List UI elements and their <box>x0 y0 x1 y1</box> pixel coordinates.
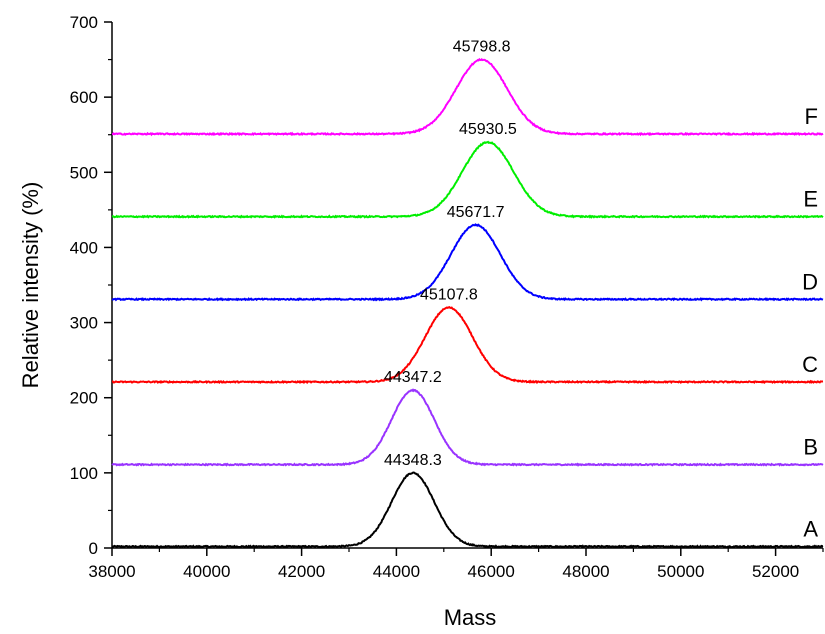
series-line-B <box>111 388 824 467</box>
peak-label-E: 45930.5 <box>459 121 517 138</box>
x-tick-label: 42000 <box>278 562 325 581</box>
x-tick-label: 44000 <box>373 562 420 581</box>
y-tick-label: 600 <box>70 88 98 107</box>
trace-label-C: C <box>802 352 818 377</box>
x-tick-label: 50000 <box>657 562 704 581</box>
y-tick-label: 300 <box>70 314 98 333</box>
series-line-D <box>111 223 824 302</box>
y-tick-label: 0 <box>89 539 98 558</box>
peak-label-C: 45107.8 <box>420 287 478 304</box>
x-tick-label: 48000 <box>562 562 609 581</box>
y-tick-label: 100 <box>70 464 98 483</box>
x-axis-title: Mass <box>444 605 497 630</box>
annotations: 44348.3 A 44347.2 B 45107.8 C 45671.7 D 45930.5 E… <box>384 39 818 542</box>
x-tick-label: 38000 <box>88 562 135 581</box>
trace-label-A: A <box>803 516 818 541</box>
y-tick-label: 200 <box>70 389 98 408</box>
traces <box>111 57 824 549</box>
peak-label-A: 44348.3 <box>384 452 442 469</box>
y-tick-label: 500 <box>70 163 98 182</box>
series-line-A <box>111 471 824 549</box>
y-axis-title: Relative intensity (%) <box>18 182 43 389</box>
peak-label-D: 45671.7 <box>447 204 505 221</box>
axes: 0 100 200 300 400 500 600 700 38000 40000 42000 440… <box>70 13 824 581</box>
trace-label-B: B <box>803 435 818 460</box>
series-line-C <box>111 305 824 385</box>
trace-label-F: F <box>805 104 818 129</box>
trace-label-D: D <box>802 269 818 294</box>
y-tick-label: 700 <box>70 13 98 32</box>
series-line-E <box>111 140 824 219</box>
x-tick-label: 46000 <box>468 562 515 581</box>
trace-label-E: E <box>803 187 818 212</box>
peak-label-B: 44347.2 <box>384 369 442 386</box>
series-line-F <box>111 57 824 137</box>
y-tick-label: 400 <box>70 238 98 257</box>
peak-label-F: 45798.8 <box>453 39 511 56</box>
x-tick-label: 52000 <box>752 562 799 581</box>
x-tick-label: 40000 <box>183 562 230 581</box>
